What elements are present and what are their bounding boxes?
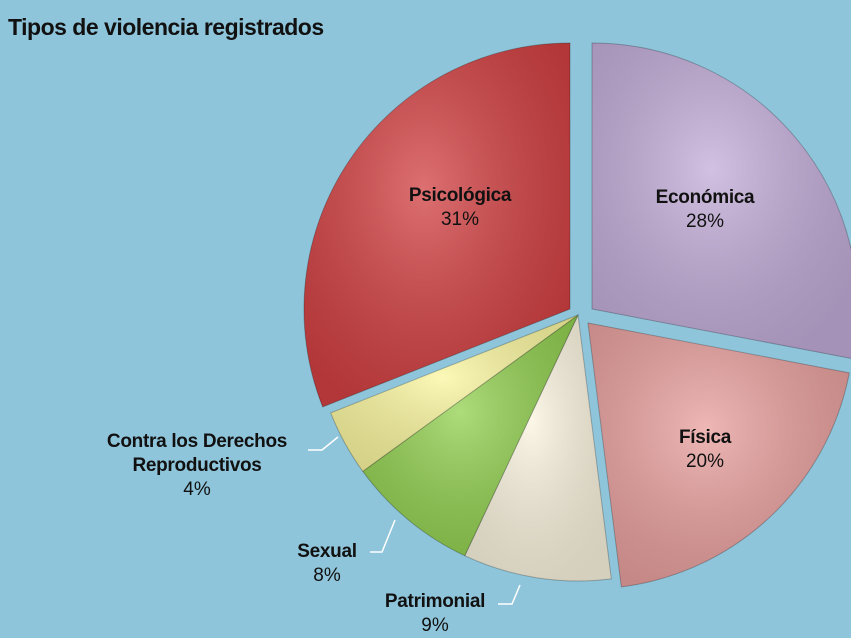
- leader-line: [308, 436, 339, 451]
- slice-label: Patrimonial: [384, 591, 486, 612]
- slice-label: Sexual: [297, 541, 357, 562]
- slice-label: Económica: [655, 187, 755, 208]
- slice-label: Psicológica: [408, 185, 512, 206]
- slice-value-label: 4%: [183, 479, 211, 500]
- slice-value-label: 9%: [421, 615, 449, 636]
- slice-label: Física: [678, 427, 732, 448]
- leader-line: [370, 519, 396, 553]
- slice-value-label: 28%: [685, 211, 725, 232]
- slice-value-label: 20%: [685, 451, 725, 472]
- slice-value-label: 8%: [313, 565, 341, 586]
- leader-line: [498, 584, 521, 605]
- slice-value-label: 31%: [440, 209, 480, 230]
- chart-title: Tipos de violencia registrados: [8, 14, 324, 40]
- slice-label: Contra los Derechos Reproductivos: [106, 431, 288, 476]
